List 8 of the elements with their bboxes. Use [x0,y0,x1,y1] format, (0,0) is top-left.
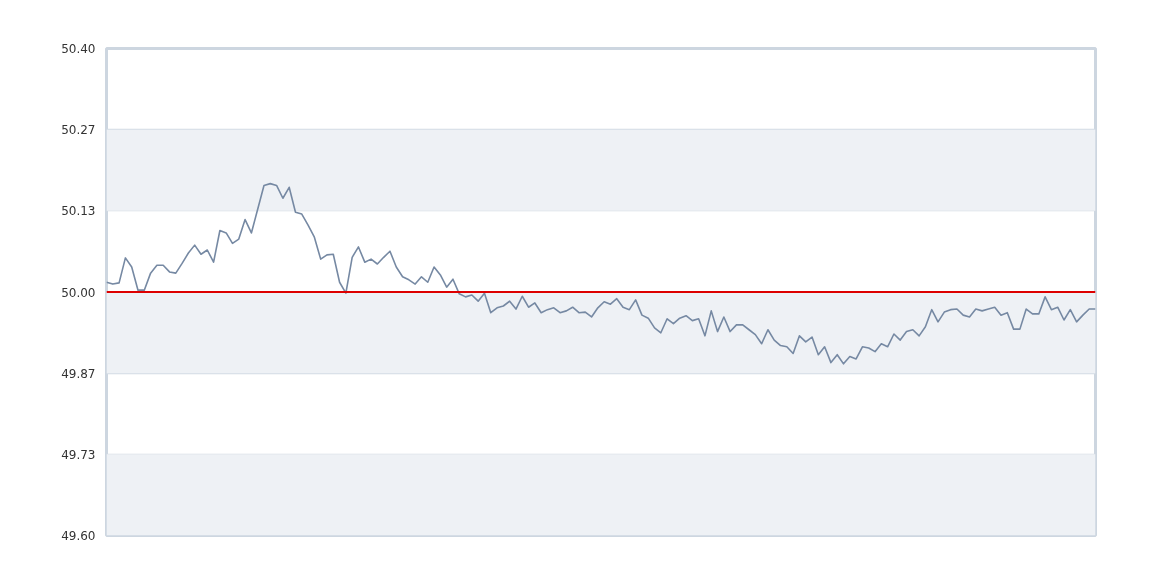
y-tick-label: 50.13 [61,204,96,219]
y-tick-label: 49.73 [61,447,96,462]
y-tick-label: 50.40 [61,42,96,56]
y-tick-label: 49.87 [61,366,96,381]
y-tick-label: 50.00 [61,285,96,300]
y-tick-label: 49.60 [61,529,96,543]
line-series [106,182,1096,365]
y-tick-label: 50.27 [61,123,96,138]
